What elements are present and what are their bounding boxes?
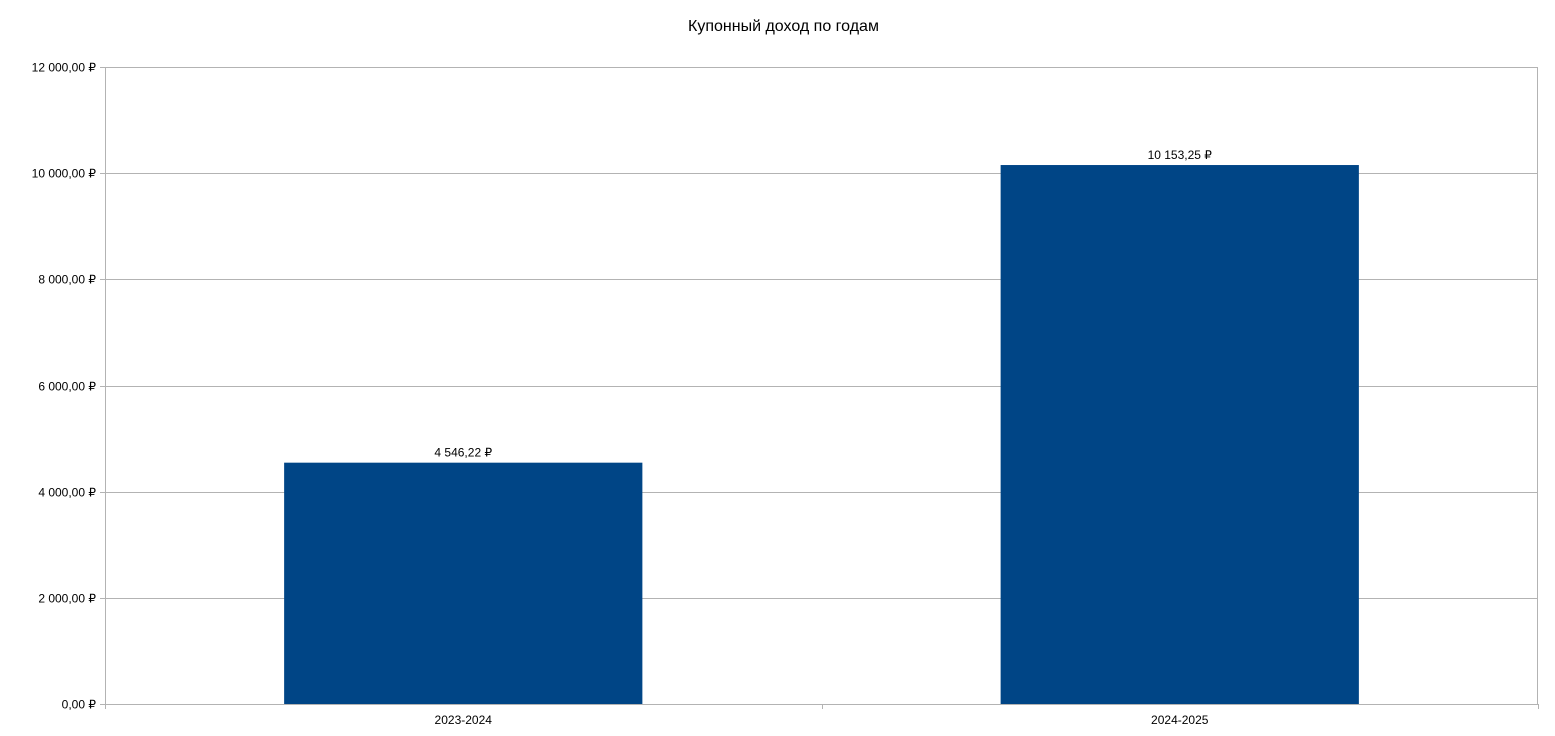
bar: [284, 462, 643, 704]
bar-layer: [284, 165, 1359, 705]
y-tick-label: 0,00 ₽: [62, 698, 97, 712]
y-tick-label: 6 000,00 ₽: [38, 380, 96, 394]
y-tick-label: 12 000,00 ₽: [32, 61, 97, 75]
y-tick-label: 10 000,00 ₽: [32, 167, 97, 181]
x-tick-label: 2024-2025: [1151, 713, 1209, 727]
y-tick-label: 8 000,00 ₽: [38, 273, 96, 287]
label-layer: 0,00 ₽ 2 000,00 ₽ 4 000,00 ₽ 6 000,00 ₽ 8 00…: [32, 61, 1213, 728]
y-tick-label: 4 000,00 ₽: [38, 486, 96, 500]
axis-layer: [100, 67, 1539, 709]
x-tick-label: 2023-2024: [435, 713, 493, 727]
data-label: 10 153,25 ₽: [1148, 148, 1213, 162]
chart-title: Купонный доход по годам: [688, 18, 879, 35]
bar: [1000, 165, 1359, 705]
y-tick-label: 2 000,00 ₽: [38, 592, 96, 606]
data-label: 4 546,22 ₽: [434, 446, 492, 460]
